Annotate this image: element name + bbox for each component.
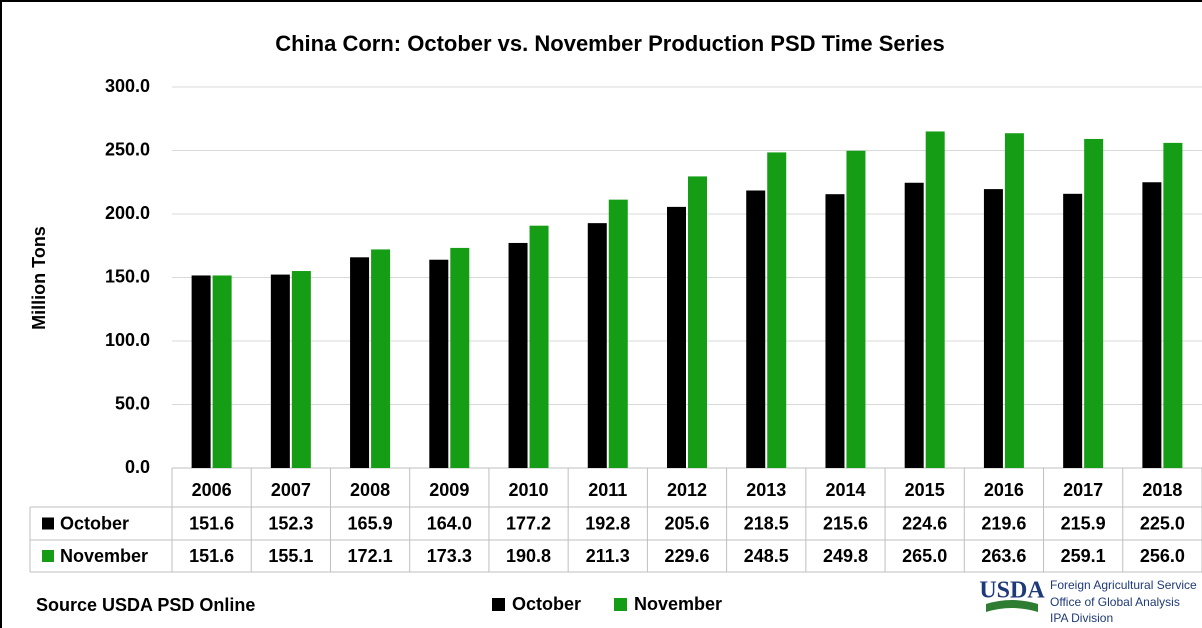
logo-mark: USDA (979, 578, 1045, 604)
logo-line: IPA Division (1050, 611, 1113, 625)
bar (429, 259, 449, 468)
x-tick-label: 2013 (746, 480, 786, 500)
x-tick-label: 2015 (905, 480, 945, 500)
table-value: 219.6 (981, 513, 1026, 533)
x-tick-label: 2009 (429, 480, 469, 500)
bar (1142, 182, 1162, 468)
table-value: 173.3 (427, 546, 472, 566)
y-tick-label: 50.0 (115, 393, 150, 413)
y-tick-label: 0.0 (125, 457, 150, 477)
table-value: 211.3 (586, 546, 630, 566)
bar (688, 176, 707, 468)
bar (1084, 138, 1104, 468)
y-tick-label: 200.0 (105, 203, 150, 223)
table-value: 215.6 (823, 513, 868, 533)
bar (825, 194, 845, 469)
table-value: 259.1 (1061, 546, 1106, 566)
bar (904, 182, 924, 468)
bar (1063, 193, 1083, 468)
logo-swoosh (986, 600, 1038, 612)
table-value: 248.5 (744, 546, 789, 566)
bar (508, 242, 528, 468)
x-tick-label: 2018 (1142, 480, 1182, 500)
chart-title: China Corn: October vs. November Product… (275, 31, 945, 56)
x-tick-label: 2011 (588, 480, 627, 500)
source: Source USDA PSD Online (36, 595, 255, 615)
bar (746, 190, 766, 468)
y-tick-label: 250.0 (105, 139, 150, 159)
bar (371, 249, 391, 468)
bar (212, 275, 232, 468)
table-value: 190.8 (506, 546, 551, 566)
bar (1163, 142, 1183, 468)
y-tick-label: 100.0 (105, 330, 150, 350)
x-tick-label: 2012 (667, 480, 707, 500)
table-value: 224.6 (902, 513, 947, 533)
x-tick-label: 2010 (509, 480, 549, 500)
table-legend-key (42, 550, 54, 562)
legend-key (614, 598, 627, 611)
table-row-label: November (60, 546, 148, 566)
bar (667, 206, 686, 468)
table-value: 165.9 (348, 513, 393, 533)
bar (983, 189, 1003, 468)
table-value: 177.2 (506, 513, 551, 533)
table-value: 265.0 (902, 546, 947, 566)
x-tick-label: 2008 (350, 480, 390, 500)
x-tick-label: 2006 (192, 480, 232, 500)
table-value: 249.8 (823, 546, 868, 566)
table-legend-key (42, 517, 54, 530)
bar (587, 223, 607, 468)
bar (291, 271, 311, 468)
x-tick-label: 2017 (1063, 480, 1103, 500)
table-value: 215.9 (1061, 513, 1106, 533)
bar (191, 275, 211, 468)
x-tick-label: 2016 (984, 480, 1024, 500)
y-tick-label: 300.0 (105, 76, 150, 96)
bar (450, 247, 470, 468)
table-value: 164.0 (427, 513, 472, 533)
bar (529, 225, 549, 468)
table-value: 155.1 (268, 546, 313, 566)
table-value: 151.6 (189, 546, 234, 566)
table-value: 205.6 (664, 513, 709, 533)
bar (767, 152, 787, 468)
table-value: 192.8 (585, 513, 630, 533)
table-value: 225.0 (1140, 513, 1185, 533)
table-value: 256.0 (1140, 546, 1185, 566)
bar (350, 257, 370, 468)
legend-key (492, 598, 505, 611)
table-value: 152.3 (268, 513, 313, 533)
bar (1004, 133, 1024, 468)
y-tick-label: 150.0 (105, 266, 150, 286)
x-tick-label: 2007 (271, 480, 311, 500)
bar (846, 150, 866, 468)
legend-label: November (634, 594, 722, 614)
bar (608, 199, 628, 469)
table-value: 218.5 (744, 513, 789, 533)
table-value: 151.6 (189, 513, 234, 533)
logo-line: Office of Global Analysis (1050, 595, 1180, 609)
x-tick-label: 2014 (825, 480, 865, 500)
table-value: 172.1 (348, 546, 393, 566)
logo-line: Foreign Agricultural Service (1050, 578, 1197, 592)
y-axis-label: Million Tons (29, 226, 49, 330)
table-row-label: October (60, 513, 129, 533)
bar (925, 131, 945, 468)
table-value: 263.6 (981, 546, 1026, 566)
bar (270, 274, 290, 468)
table-value: 229.6 (664, 546, 709, 566)
legend-label: October (512, 594, 581, 614)
